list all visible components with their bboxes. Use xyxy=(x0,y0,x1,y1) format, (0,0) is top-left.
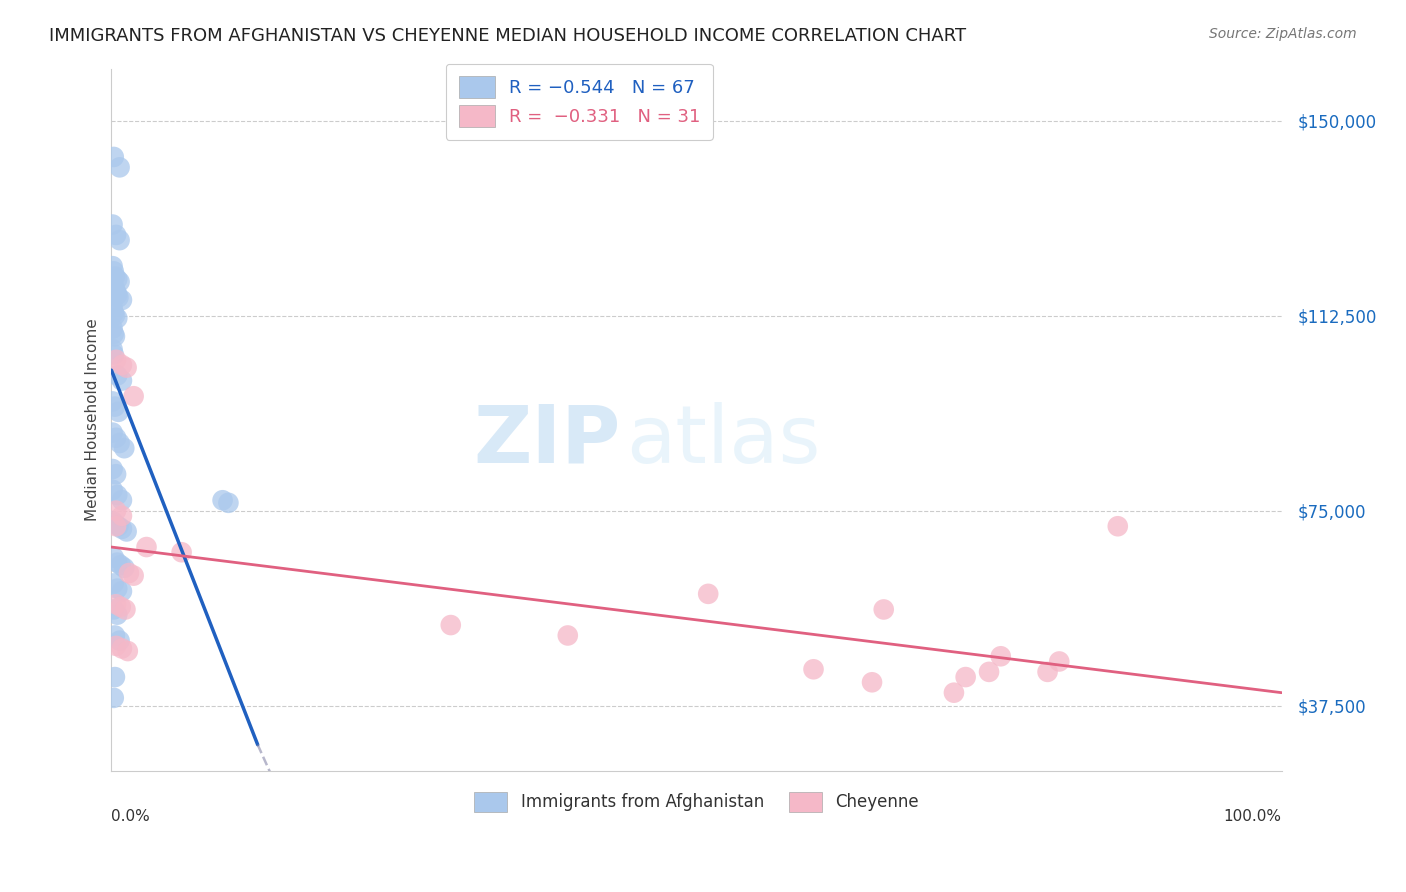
Text: 0.0%: 0.0% xyxy=(111,809,150,824)
Point xyxy=(111,584,134,599)
Point xyxy=(860,675,883,690)
Point xyxy=(105,519,128,533)
Point xyxy=(105,503,128,517)
Point xyxy=(105,287,128,301)
Point xyxy=(101,321,124,335)
Point xyxy=(135,540,157,554)
Point xyxy=(105,582,128,596)
Point xyxy=(105,311,128,326)
Point xyxy=(105,431,128,445)
Point xyxy=(557,628,579,642)
Point xyxy=(697,587,720,601)
Point xyxy=(105,272,128,286)
Point xyxy=(115,524,138,539)
Point xyxy=(101,514,124,528)
Point xyxy=(114,602,136,616)
Text: ZIP: ZIP xyxy=(474,401,620,480)
Point xyxy=(103,602,125,616)
Point xyxy=(111,293,134,307)
Point xyxy=(118,566,141,580)
Point xyxy=(105,556,128,570)
Point xyxy=(105,597,128,611)
Point xyxy=(108,436,131,450)
Point xyxy=(122,389,145,403)
Point xyxy=(103,576,125,591)
Point xyxy=(105,352,128,367)
Point xyxy=(211,493,233,508)
Point xyxy=(111,493,134,508)
Point xyxy=(108,275,131,289)
Point xyxy=(104,329,127,343)
Point xyxy=(107,519,129,533)
Point xyxy=(112,441,135,455)
Point xyxy=(1036,665,1059,679)
Point xyxy=(107,405,129,419)
Point xyxy=(111,358,134,372)
Point xyxy=(103,264,125,278)
Point xyxy=(111,522,134,536)
Point xyxy=(101,277,124,292)
Point xyxy=(108,233,131,247)
Text: atlas: atlas xyxy=(626,401,821,480)
Point xyxy=(108,633,131,648)
Point xyxy=(103,550,125,565)
Point xyxy=(105,227,128,242)
Point xyxy=(122,568,145,582)
Point xyxy=(803,662,825,676)
Point xyxy=(103,306,125,320)
Point xyxy=(101,218,124,232)
Point xyxy=(101,301,124,315)
Point xyxy=(1107,519,1129,533)
Point xyxy=(104,670,127,684)
Point xyxy=(105,488,128,502)
Point xyxy=(110,558,132,573)
Point xyxy=(977,665,1000,679)
Point xyxy=(111,641,134,656)
Point xyxy=(110,599,132,614)
Point xyxy=(105,639,128,653)
Point xyxy=(104,269,127,284)
Point xyxy=(103,348,125,362)
Point xyxy=(101,462,124,476)
Point xyxy=(217,496,239,510)
Point xyxy=(1047,655,1070,669)
Point xyxy=(104,400,127,414)
Point xyxy=(120,795,142,809)
Point xyxy=(101,425,124,440)
Legend: Immigrants from Afghanistan, Cheyenne: Immigrants from Afghanistan, Cheyenne xyxy=(464,781,929,822)
Point xyxy=(104,516,127,531)
Point xyxy=(115,360,138,375)
Point xyxy=(440,618,463,632)
Point xyxy=(103,280,125,294)
Point xyxy=(117,644,139,658)
Text: Source: ZipAtlas.com: Source: ZipAtlas.com xyxy=(1209,27,1357,41)
Point xyxy=(107,290,129,304)
Text: 100.0%: 100.0% xyxy=(1223,809,1282,824)
Point xyxy=(112,561,135,575)
Point xyxy=(111,374,134,388)
Point xyxy=(104,628,127,642)
Point xyxy=(101,483,124,497)
Point xyxy=(103,690,125,705)
Point xyxy=(104,283,127,297)
Point xyxy=(105,607,128,622)
Point xyxy=(103,150,125,164)
Point xyxy=(873,602,896,616)
Point xyxy=(105,368,128,383)
Point xyxy=(955,670,977,684)
Point xyxy=(101,259,124,273)
Point xyxy=(101,394,124,409)
Point xyxy=(104,309,127,323)
Point xyxy=(103,326,125,341)
Point xyxy=(170,545,193,559)
Point xyxy=(105,467,128,482)
Point xyxy=(111,508,134,523)
Y-axis label: Median Household Income: Median Household Income xyxy=(86,318,100,521)
Point xyxy=(105,285,128,300)
Point xyxy=(990,649,1012,664)
Point xyxy=(108,161,131,175)
Point xyxy=(101,343,124,357)
Text: IMMIGRANTS FROM AFGHANISTAN VS CHEYENNE MEDIAN HOUSEHOLD INCOME CORRELATION CHAR: IMMIGRANTS FROM AFGHANISTAN VS CHEYENNE … xyxy=(49,27,966,45)
Point xyxy=(942,686,965,700)
